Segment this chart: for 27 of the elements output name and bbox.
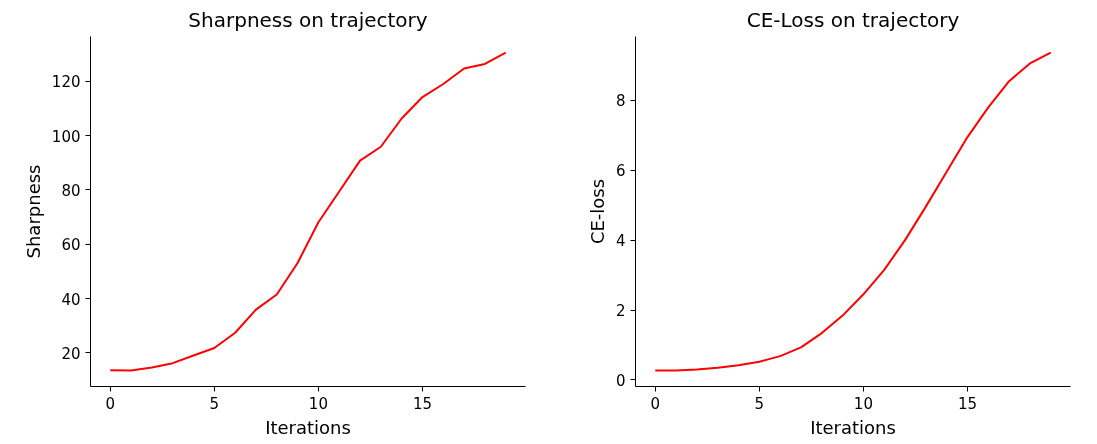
chart-title: CE-Loss on trajectory <box>746 7 960 32</box>
x-tick-label: 10 <box>853 394 873 413</box>
y-tick-label: 40 <box>61 290 81 309</box>
line-series <box>654 51 1052 372</box>
y-tick-label: 80 <box>61 181 81 200</box>
x-tick-label: 0 <box>650 394 661 413</box>
chart-title: Sharpness on trajectory <box>188 7 428 32</box>
line-series <box>109 51 507 372</box>
y-tick-label: 4 <box>615 232 626 251</box>
x-axis-title: Iterations <box>265 416 351 438</box>
y-tick-label: 8 <box>615 92 626 111</box>
x-tick-label: 5 <box>209 394 220 413</box>
y-tick-label: 60 <box>61 236 81 255</box>
y-tick-label: 2 <box>615 302 626 320</box>
y-tick-label: 100 <box>51 127 81 146</box>
y-axis-title: Sharpness <box>22 164 44 259</box>
y-tick-label: 20 <box>61 344 81 363</box>
x-tick-label: 5 <box>754 394 765 413</box>
x-tick-label: 0 <box>105 394 116 413</box>
x-axis-title: Iterations <box>810 416 896 438</box>
x-tick-label: 15 <box>957 394 978 413</box>
x-tick-label: 10 <box>308 394 328 413</box>
x-tick-label: 15 <box>412 394 433 413</box>
y-tick-label: 6 <box>615 162 626 181</box>
y-axis-title: CE-loss <box>586 178 608 245</box>
y-tick-label: 120 <box>51 73 81 92</box>
y-tick-label: 0 <box>615 371 626 390</box>
